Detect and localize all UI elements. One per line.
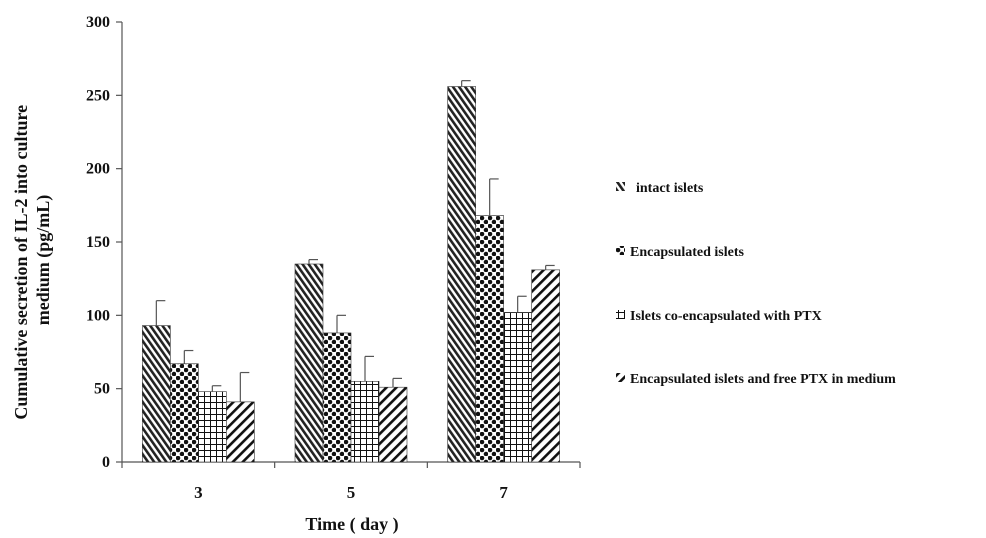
y-tick-label: 100: [86, 307, 110, 324]
legend: intact islets Encapsulated islets Islets c…: [616, 181, 896, 387]
bar: [142, 325, 171, 463]
legend-label: Islets co-encapsulated with PTX: [630, 309, 822, 324]
bar: [294, 263, 324, 463]
y-ticks: 0 50 100 150 200 250 300: [86, 14, 122, 471]
legend-swatch: [616, 310, 625, 319]
bar: [226, 401, 255, 463]
legend-swatch: [616, 246, 625, 255]
x-tick-label: 7: [499, 483, 508, 502]
legend-label: intact islets: [636, 181, 704, 196]
y-tick-label: 150: [86, 234, 110, 251]
x-tick-label: 3: [194, 483, 203, 502]
legend-label: Encapsulated islets and free PTX in medi…: [630, 372, 896, 387]
legend-label: Encapsulated islets: [630, 245, 745, 260]
bar: [447, 86, 476, 463]
x-axis-title: Time ( day ): [305, 514, 398, 535]
legend-swatch: [616, 373, 625, 382]
bar: [170, 363, 199, 463]
x-tick-label: 5: [347, 483, 356, 502]
bar: [503, 312, 532, 463]
legend-item: intact islets: [616, 181, 704, 196]
bar: [531, 269, 560, 463]
y-tick-label: 50: [94, 381, 110, 398]
x-ticks: 3 5 7: [121, 462, 581, 502]
y-tick-label: 200: [86, 161, 110, 178]
bar: [198, 391, 227, 463]
y-tick-label: 250: [86, 87, 110, 104]
y-axis-title: Cumulative secretion of IL-2 into cultur…: [11, 100, 54, 419]
legend-item: Encapsulated islets: [616, 245, 745, 260]
y-axis-title-line-2: medium (pg/mL): [33, 195, 54, 326]
bars: [142, 80, 560, 463]
legend-item: Islets co-encapsulated with PTX: [616, 309, 822, 324]
bar: [322, 332, 352, 463]
bar: [475, 215, 504, 463]
legend-swatch: [616, 182, 625, 191]
y-tick-label: 0: [102, 454, 110, 471]
bar: [378, 386, 408, 463]
legend-item: Encapsulated islets and free PTX in medi…: [616, 372, 896, 387]
y-tick-label: 300: [86, 14, 110, 31]
y-axis-title-line-1: Cumulative secretion of IL-2 into cultur…: [11, 105, 31, 420]
bar: [350, 381, 380, 463]
